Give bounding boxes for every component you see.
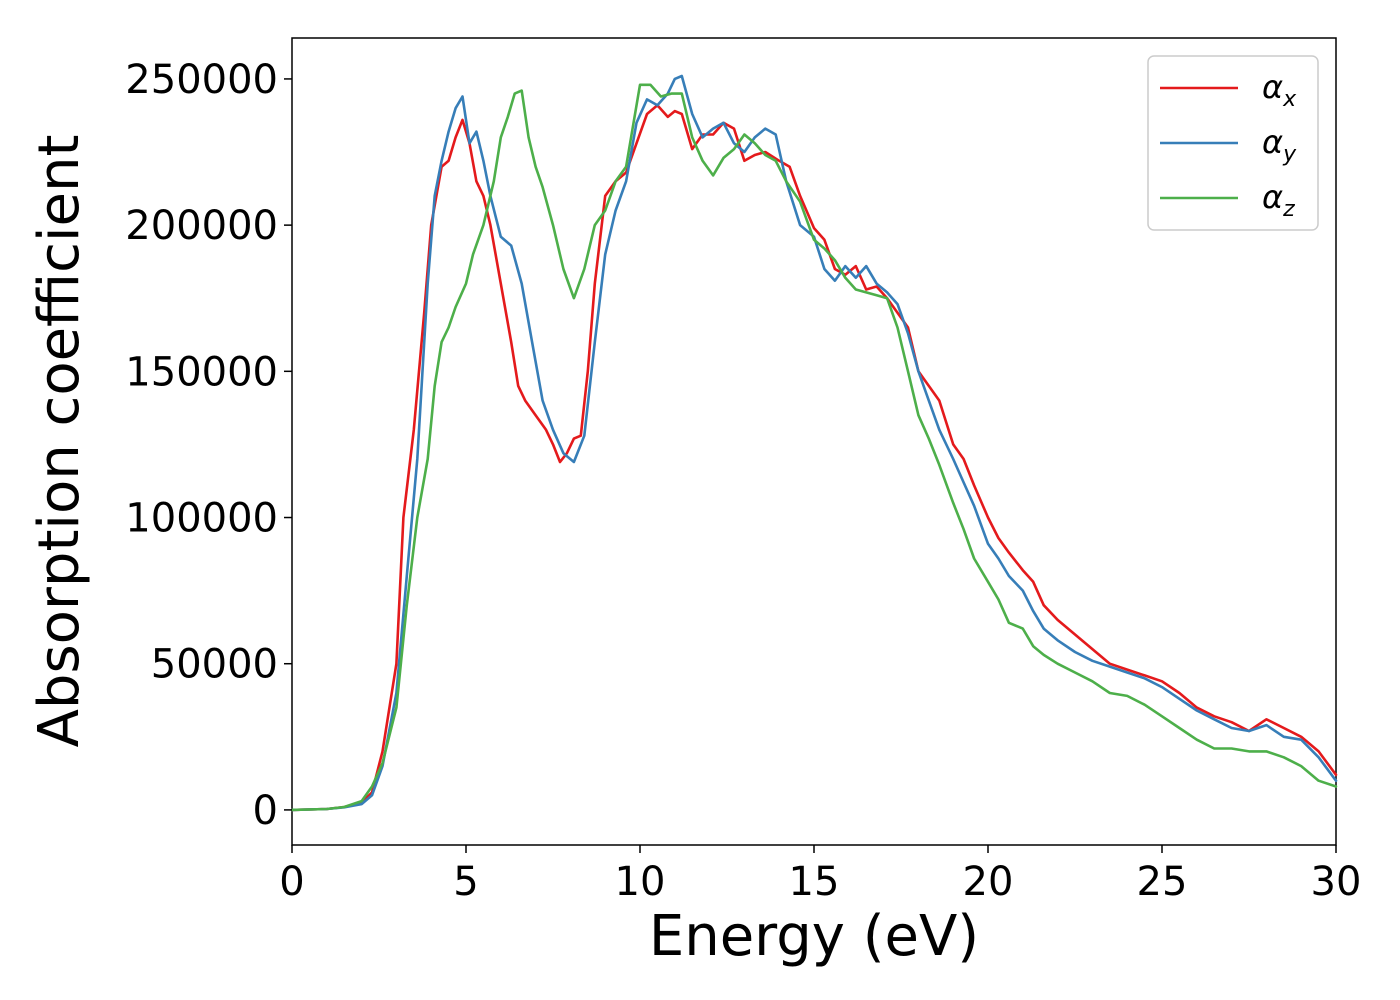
x-tick-label: 20 (963, 859, 1014, 905)
legend: αx αy αz (1147, 55, 1319, 231)
legend-label-y: αy (1262, 123, 1297, 167)
x-tick-label: 15 (789, 859, 840, 905)
x-tick-label: 25 (1137, 859, 1188, 905)
y-axis-ticks: 0 50000 100000 150000 200000 250000 (125, 57, 292, 834)
series-line-z (290, 83, 1338, 812)
y-tick-label: 200000 (125, 203, 278, 249)
x-tick-label: 30 (1311, 859, 1362, 905)
y-tick-label: 100000 (125, 496, 278, 542)
series-layer (290, 74, 1338, 812)
legend-label-z: αz (1262, 178, 1295, 222)
x-tick-label: 10 (615, 859, 666, 905)
x-tick-label: 0 (279, 859, 304, 905)
y-tick-label: 150000 (125, 349, 278, 395)
y-tick-label: 50000 (151, 642, 278, 688)
y-axis-title: Absorption coefficient (27, 135, 92, 748)
x-tick-label: 5 (453, 859, 478, 905)
x-axis-title: Energy (eV) (649, 904, 979, 969)
y-tick-label: 250000 (125, 57, 278, 103)
x-axis-ticks: 0 5 10 15 20 25 30 (279, 845, 1361, 905)
y-tick-label: 0 (253, 788, 278, 834)
series-line-y (290, 74, 1338, 812)
legend-label-x: αx (1262, 68, 1297, 112)
